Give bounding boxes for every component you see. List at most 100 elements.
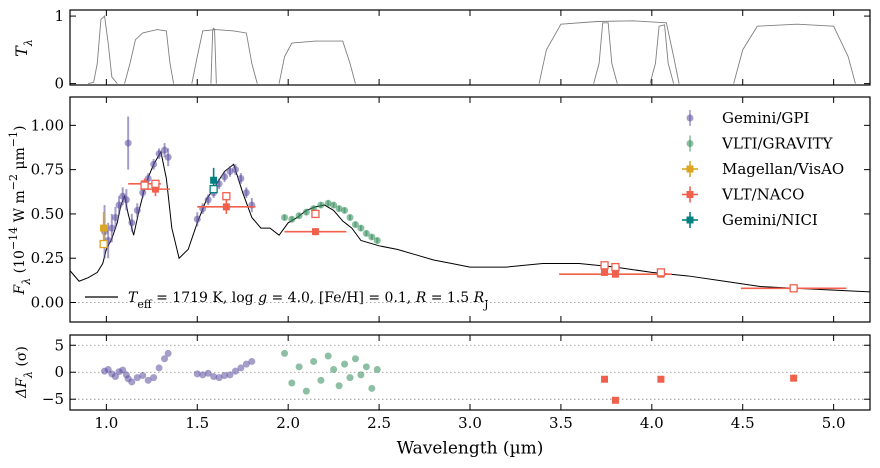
marker xyxy=(144,174,152,182)
label-part: ΔF xyxy=(14,377,30,399)
marker xyxy=(335,205,343,213)
marker xyxy=(611,270,619,278)
marker xyxy=(161,146,169,154)
annotation-part: J xyxy=(483,298,488,311)
legend-label: Gemini/GPI xyxy=(722,109,809,127)
marker xyxy=(237,364,245,372)
marker xyxy=(790,374,798,382)
label-part: λ xyxy=(22,39,35,47)
marker xyxy=(686,114,694,122)
marker xyxy=(128,378,136,386)
label-part: −14 xyxy=(7,227,20,250)
y-tick-label: 0.00 xyxy=(31,294,64,312)
marker xyxy=(237,174,245,182)
marker xyxy=(248,357,256,365)
marker xyxy=(611,262,620,272)
marker xyxy=(111,373,119,381)
x-tick-label: 3.5 xyxy=(549,414,573,432)
marker xyxy=(150,160,158,168)
marker xyxy=(601,268,609,276)
label-part: F xyxy=(12,283,28,295)
marker xyxy=(611,396,619,404)
x-tick-label: 1.5 xyxy=(185,414,209,432)
marker xyxy=(357,224,365,232)
marker xyxy=(210,176,218,184)
marker xyxy=(362,363,370,371)
marker xyxy=(295,363,303,371)
marker xyxy=(368,233,376,241)
marker xyxy=(144,376,152,384)
marker xyxy=(209,184,218,194)
x-tick-label: 4.5 xyxy=(731,414,755,432)
marker xyxy=(140,181,149,190)
marker xyxy=(210,373,218,381)
marker xyxy=(341,360,349,368)
transmission-curve xyxy=(733,23,856,84)
marker xyxy=(133,206,141,214)
marker xyxy=(226,167,234,175)
marker xyxy=(310,357,318,365)
marker xyxy=(139,371,147,379)
marker xyxy=(108,224,116,232)
marker xyxy=(351,355,359,363)
marker xyxy=(99,239,108,249)
marker xyxy=(193,370,201,378)
marker xyxy=(335,382,343,390)
marker xyxy=(193,215,201,223)
marker xyxy=(150,374,158,382)
marker xyxy=(128,219,136,227)
label-part: W m xyxy=(12,190,28,227)
y-tick-label: 0 xyxy=(54,75,64,93)
marker xyxy=(330,201,338,209)
transmission-curve xyxy=(191,29,258,84)
legend-label: VLT/NACO xyxy=(721,186,804,204)
marker xyxy=(111,213,119,221)
marker xyxy=(155,150,163,158)
marker xyxy=(324,199,332,207)
marker xyxy=(362,229,370,237)
marker xyxy=(657,375,665,383)
x-tick-label: 2.5 xyxy=(367,414,391,432)
label-part: ) xyxy=(12,126,28,131)
annotation-part: g xyxy=(258,290,267,306)
y-tick-label: 1.00 xyxy=(31,116,64,134)
marker xyxy=(164,153,172,161)
marker xyxy=(789,284,798,293)
marker xyxy=(161,355,169,363)
marker xyxy=(215,374,223,382)
x-tick-label: 1.0 xyxy=(94,414,118,432)
marker xyxy=(346,374,354,382)
marker xyxy=(295,212,303,220)
marker xyxy=(122,196,130,204)
marker xyxy=(311,209,320,219)
transmission-curve xyxy=(124,29,175,84)
transmission-curve xyxy=(649,24,675,84)
marker xyxy=(199,371,207,379)
y-tick-label: 5 xyxy=(54,336,64,354)
marker xyxy=(139,189,147,197)
y-axis-label: Fλ (10−14 W m−2 μm−1) xyxy=(7,126,33,296)
marker xyxy=(686,140,694,147)
marker xyxy=(164,349,172,357)
marker xyxy=(231,166,239,174)
marker xyxy=(600,261,609,270)
marker xyxy=(204,369,212,377)
legend-label: Magellan/VisAO xyxy=(722,160,844,178)
label-part: −1 xyxy=(7,131,20,147)
y-tick-label: 0.75 xyxy=(31,161,64,179)
marker xyxy=(242,360,250,368)
marker xyxy=(226,371,234,379)
marker xyxy=(100,224,108,232)
marker xyxy=(302,208,310,216)
annotation-part: eff xyxy=(137,298,153,311)
y-axis-label: Tλ xyxy=(12,39,35,57)
label-part: −2 xyxy=(7,174,20,190)
marker xyxy=(242,189,250,197)
marker xyxy=(151,185,159,193)
marker xyxy=(133,374,141,382)
label-part: λ xyxy=(22,371,35,379)
marker xyxy=(686,216,694,224)
marker xyxy=(351,221,359,229)
marker xyxy=(686,165,694,173)
marker xyxy=(373,366,381,374)
